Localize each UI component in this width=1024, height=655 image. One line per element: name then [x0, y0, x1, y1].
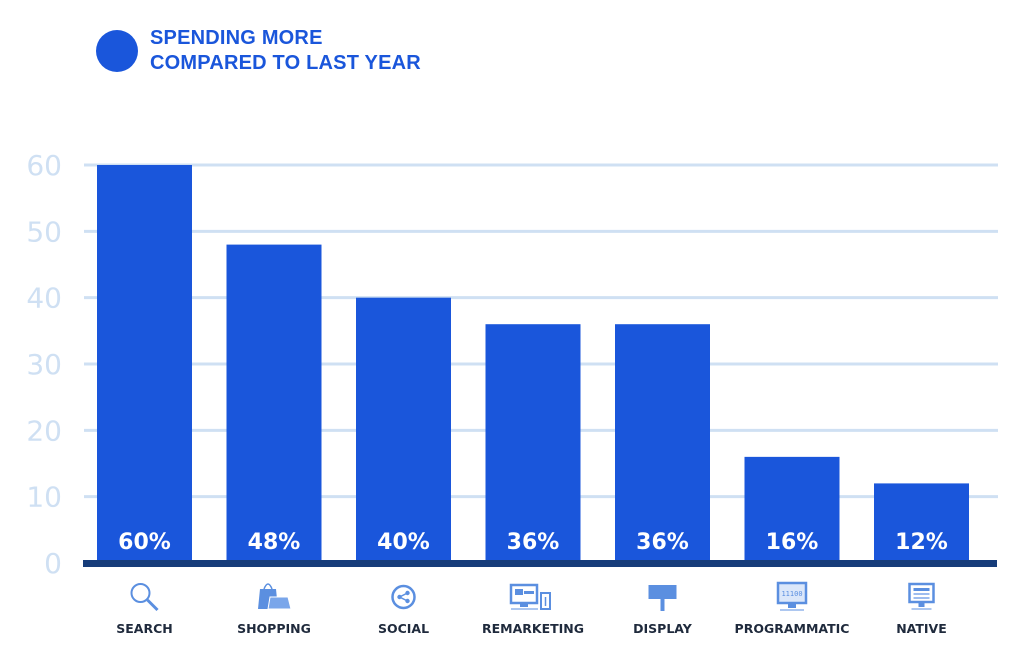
monitor-frame — [908, 582, 935, 604]
bar-value-label: 48% — [248, 530, 301, 555]
bar-value-label: 12% — [895, 530, 948, 555]
x-axis-labels: SEARCH SHOPPING SOCIAL REMARKETING DISPLAY PR… — [116, 621, 947, 636]
y-tick-label: 40 — [26, 282, 62, 315]
phone-frame — [540, 592, 551, 610]
legend-label-line-1: SPENDING MORE — [150, 27, 323, 49]
billboard-icon — [648, 585, 677, 611]
legend-label: SPENDING MORE COMPARED TO LAST YEAR — [150, 26, 421, 76]
bar-value-label: 36% — [507, 530, 560, 555]
bar — [744, 456, 840, 563]
article-line — [913, 593, 930, 595]
bar — [356, 297, 451, 563]
share-icon-links — [399, 592, 408, 602]
billboard-board — [648, 585, 677, 599]
search-icon — [130, 583, 159, 612]
search-icon-handle — [146, 598, 159, 612]
code-monitor-icon: 11100 — [776, 581, 808, 611]
x-tick-label: NATIVE — [896, 621, 947, 636]
y-axis: 0 10 20 30 40 50 60 — [26, 149, 62, 580]
share-icon-ring — [391, 584, 416, 610]
bar-value-label: 36% — [636, 530, 689, 555]
bar — [97, 165, 192, 563]
bar — [874, 483, 969, 563]
legend-label-line-2: COMPARED TO LAST YEAR — [150, 52, 421, 74]
bar-value-label: 40% — [377, 530, 430, 555]
y-tick-label: 0 — [44, 547, 62, 580]
monitor-stand — [918, 603, 925, 607]
billboard-post — [660, 599, 665, 611]
monitor-content — [524, 591, 534, 594]
bar — [226, 244, 322, 563]
monitor-content — [515, 589, 523, 595]
monitor-frame — [509, 583, 539, 605]
category-icons: 11100 — [130, 581, 935, 612]
shopping-bag-handle — [263, 583, 273, 590]
y-tick-label: 30 — [26, 348, 62, 381]
x-tick-label: DISPLAY — [633, 621, 693, 636]
x-tick-label: SOCIAL — [378, 621, 429, 636]
bar-value-label: 60% — [118, 530, 171, 555]
y-tick-label: 20 — [26, 414, 62, 447]
y-tick-label: 10 — [26, 481, 62, 514]
monitor-article-icon — [908, 582, 935, 610]
search-icon-lens — [130, 583, 151, 603]
article-line — [913, 588, 930, 591]
x-tick-label: PROGRAMMATIC — [735, 621, 850, 636]
legend-marker-circle — [96, 30, 138, 72]
bar — [615, 324, 710, 563]
y-tick-label: 60 — [26, 149, 62, 182]
binary-code: 11100 — [781, 590, 802, 598]
share-icon — [391, 584, 416, 610]
x-tick-label: SEARCH — [116, 621, 172, 636]
monitor-frame — [776, 581, 808, 605]
bar — [485, 324, 581, 563]
shopping-bags-icon — [258, 583, 292, 610]
monitor-stand — [520, 604, 528, 607]
x-axis — [83, 560, 997, 567]
monitor-stand — [788, 604, 796, 608]
baseline — [83, 560, 997, 567]
y-tick-label: 50 — [26, 215, 62, 248]
desktop-mobile-icon — [509, 583, 551, 610]
legend: SPENDING MORE COMPARED TO LAST YEAR — [96, 26, 421, 76]
bar-value-label: 16% — [766, 530, 819, 555]
x-tick-label: REMARKETING — [482, 621, 584, 636]
shopping-bag-front — [267, 596, 292, 610]
bars: 60% 48% 40% 36% 36% 16% 12% — [97, 165, 969, 563]
x-tick-label: SHOPPING — [237, 621, 311, 636]
article-line — [913, 597, 930, 599]
